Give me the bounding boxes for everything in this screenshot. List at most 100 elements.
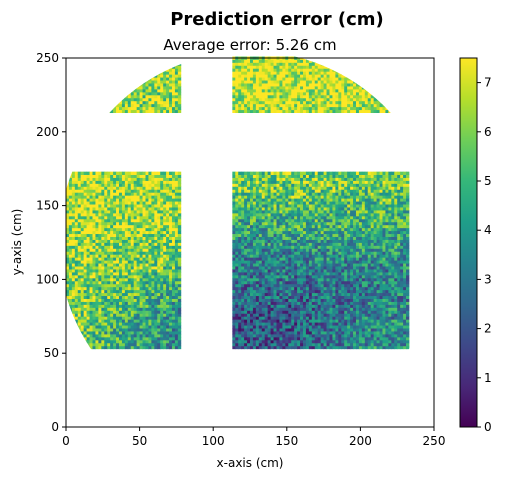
heatmap-cell — [323, 94, 327, 99]
heatmap-cell — [83, 301, 87, 305]
heatmap-cell — [154, 236, 158, 240]
heatmap-cell — [166, 195, 170, 199]
heatmap-cell — [247, 65, 251, 69]
heatmap-cell — [332, 59, 336, 63]
heatmap-cell — [255, 106, 260, 111]
heatmap-cell — [270, 89, 274, 93]
heatmap-cell — [80, 257, 85, 261]
heatmap-cell — [66, 186, 70, 190]
heatmap-cell — [376, 100, 380, 105]
heatmap-cell — [133, 218, 138, 223]
heatmap-cell — [66, 319, 70, 323]
heatmap-cell — [241, 274, 245, 279]
heatmap-cell — [250, 316, 254, 320]
heatmap-cell — [110, 109, 114, 114]
heatmap-cell — [232, 89, 236, 93]
heatmap-cell — [250, 304, 254, 308]
heatmap-cell — [388, 62, 392, 66]
heatmap-cell — [305, 106, 310, 111]
heatmap-cell — [250, 331, 254, 335]
heatmap-cell — [329, 94, 333, 99]
heatmap-cell — [74, 198, 79, 202]
heatmap-cell — [107, 198, 111, 202]
heatmap-cell — [86, 345, 90, 350]
heatmap-cell — [139, 298, 143, 302]
heatmap-cell — [385, 62, 389, 66]
heatmap-cell — [291, 68, 295, 72]
heatmap-cell — [235, 269, 239, 273]
heatmap-cell — [329, 74, 333, 78]
heatmap-cell — [151, 331, 155, 335]
heatmap-cell — [235, 204, 239, 208]
heatmap-cell — [335, 103, 339, 108]
heatmap-cell — [116, 83, 120, 87]
heatmap-cell — [148, 215, 152, 220]
heatmap-cell — [148, 201, 152, 205]
heatmap-cell — [238, 254, 242, 258]
heatmap-cell — [83, 174, 87, 178]
heatmap-cell — [177, 325, 182, 329]
heatmap-cell — [145, 227, 149, 232]
heatmap-cell — [133, 77, 138, 81]
heatmap-cell — [110, 307, 114, 311]
heatmap-cell — [74, 307, 79, 311]
heatmap-cell — [250, 106, 254, 111]
heatmap-cell — [107, 174, 111, 178]
heatmap-cell — [139, 218, 143, 223]
heatmap-cell — [74, 280, 79, 285]
heatmap-cell — [344, 80, 348, 84]
heatmap-cell — [124, 257, 129, 261]
heatmap-cell — [302, 97, 307, 102]
heatmap-cell — [86, 177, 90, 181]
heatmap-cell — [276, 74, 280, 78]
heatmap-cell — [350, 109, 354, 114]
heatmap-cell — [118, 345, 123, 350]
heatmap-cell — [238, 313, 242, 317]
heatmap-cell — [71, 174, 76, 178]
heatmap-cell — [89, 319, 93, 323]
heatmap-cell — [130, 304, 135, 308]
heatmap-cell — [95, 277, 99, 282]
heatmap-cell — [157, 74, 161, 78]
heatmap-cell — [74, 183, 79, 187]
heatmap-cell — [118, 227, 123, 232]
heatmap-cell — [121, 280, 126, 285]
heatmap-cell — [255, 103, 260, 108]
heatmap-cell — [391, 74, 395, 78]
heatmap-cell — [113, 316, 117, 320]
heatmap-cell — [255, 227, 260, 232]
heatmap-cell — [136, 283, 140, 288]
heatmap-cell — [80, 171, 85, 175]
heatmap-cell — [104, 86, 108, 90]
heatmap-cell — [258, 183, 263, 187]
heatmap-cell — [255, 319, 260, 323]
heatmap-cell — [113, 289, 117, 294]
heatmap-cell — [151, 210, 155, 214]
heatmap-cell — [364, 103, 369, 108]
heatmap-cell — [118, 336, 123, 341]
heatmap-cell — [244, 106, 248, 111]
heatmap-cell — [145, 304, 149, 308]
heatmap-cell — [124, 106, 129, 111]
heatmap-cell — [160, 86, 164, 90]
heatmap-cell — [148, 274, 152, 279]
heatmap-cell — [113, 109, 117, 114]
heatmap-cell — [177, 336, 182, 341]
heatmap-cell — [145, 295, 149, 299]
heatmap-cell — [107, 292, 111, 297]
heatmap-cell — [145, 59, 149, 63]
heatmap-cell — [83, 83, 87, 87]
heatmap-cell — [388, 68, 392, 72]
heatmap-cell — [258, 103, 263, 108]
heatmap-cell — [133, 106, 138, 111]
heatmap-cell — [154, 183, 158, 187]
heatmap-cell — [350, 106, 354, 111]
heatmap-cell — [86, 204, 90, 208]
heatmap-cell — [255, 322, 260, 326]
heatmap-cell — [171, 260, 176, 264]
heatmap-cell — [335, 100, 339, 105]
heatmap-cell — [235, 177, 239, 181]
heatmap-cell — [332, 71, 336, 75]
heatmap-cell — [139, 109, 143, 114]
heatmap-cell — [279, 109, 283, 114]
